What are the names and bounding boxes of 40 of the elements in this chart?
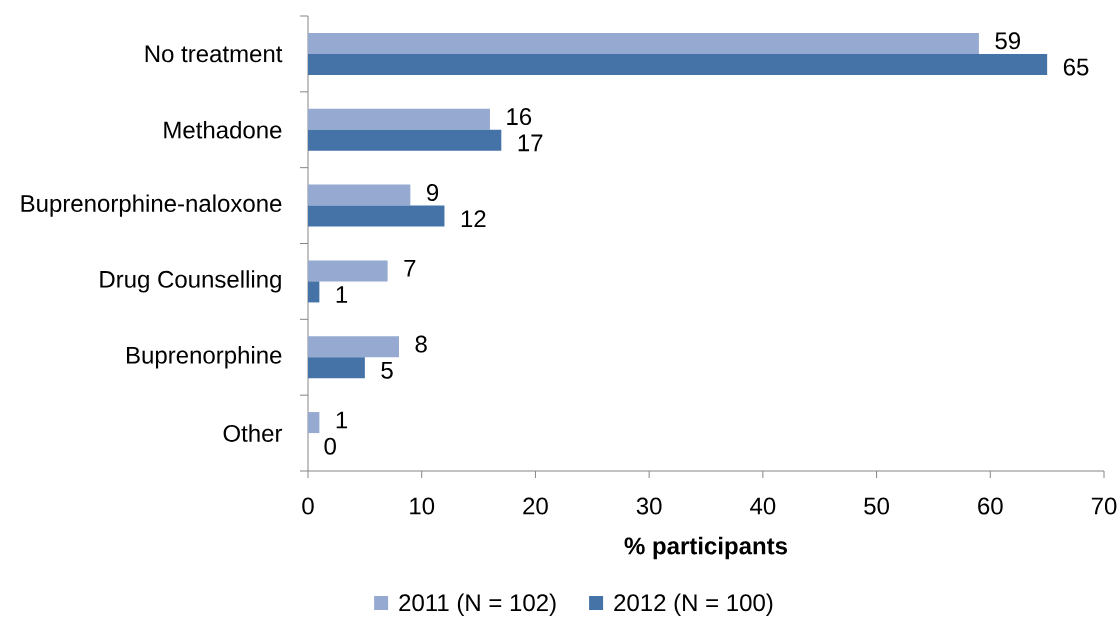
data-label: 1 <box>336 286 348 303</box>
data-label: 7 <box>404 260 416 277</box>
bar <box>308 336 399 358</box>
bar <box>308 412 320 434</box>
x-tick-label: 20 <box>523 497 548 515</box>
x-tick-label: 60 <box>978 497 1003 515</box>
x-tick-label: 30 <box>636 497 662 515</box>
data-label: 9 <box>426 183 439 201</box>
data-label: 0 <box>324 437 336 455</box>
x-axis-title: % participants <box>624 536 788 560</box>
data-label: 59 <box>995 32 1020 50</box>
x-tick-label: 0 <box>302 497 314 515</box>
data-label: 65 <box>1063 58 1089 76</box>
bar <box>308 205 445 227</box>
bar <box>308 281 320 303</box>
bar <box>308 184 411 206</box>
data-label: 17 <box>518 134 543 152</box>
y-tick-label: No treatment <box>145 45 283 63</box>
data-label: 12 <box>461 210 486 228</box>
legend-label: 2012 (N = 100) <box>614 593 773 616</box>
bar <box>308 32 979 54</box>
data-label: 5 <box>381 362 393 379</box>
data-label: 8 <box>415 335 427 353</box>
y-tick-label: Buprenorphine-naloxone <box>21 194 282 217</box>
bar <box>308 260 388 282</box>
y-tick-label: Other <box>223 424 283 442</box>
x-tick-label: 70 <box>1091 497 1117 515</box>
bar <box>308 108 490 130</box>
bar <box>308 53 1048 75</box>
y-tick-label: Drug Counselling <box>100 270 281 293</box>
y-tick-label: Buprenorphine <box>126 346 282 369</box>
bar <box>308 129 502 151</box>
x-tick-label: 10 <box>410 497 435 515</box>
x-tick-label: 40 <box>750 497 776 515</box>
bar <box>308 357 365 379</box>
data-label: 16 <box>507 108 532 126</box>
legend-label: 2011 (N = 102) <box>399 593 556 616</box>
x-tick-label: 50 <box>864 497 889 515</box>
data-label: 1 <box>336 411 348 429</box>
y-tick-label: Methadone <box>164 120 282 139</box>
